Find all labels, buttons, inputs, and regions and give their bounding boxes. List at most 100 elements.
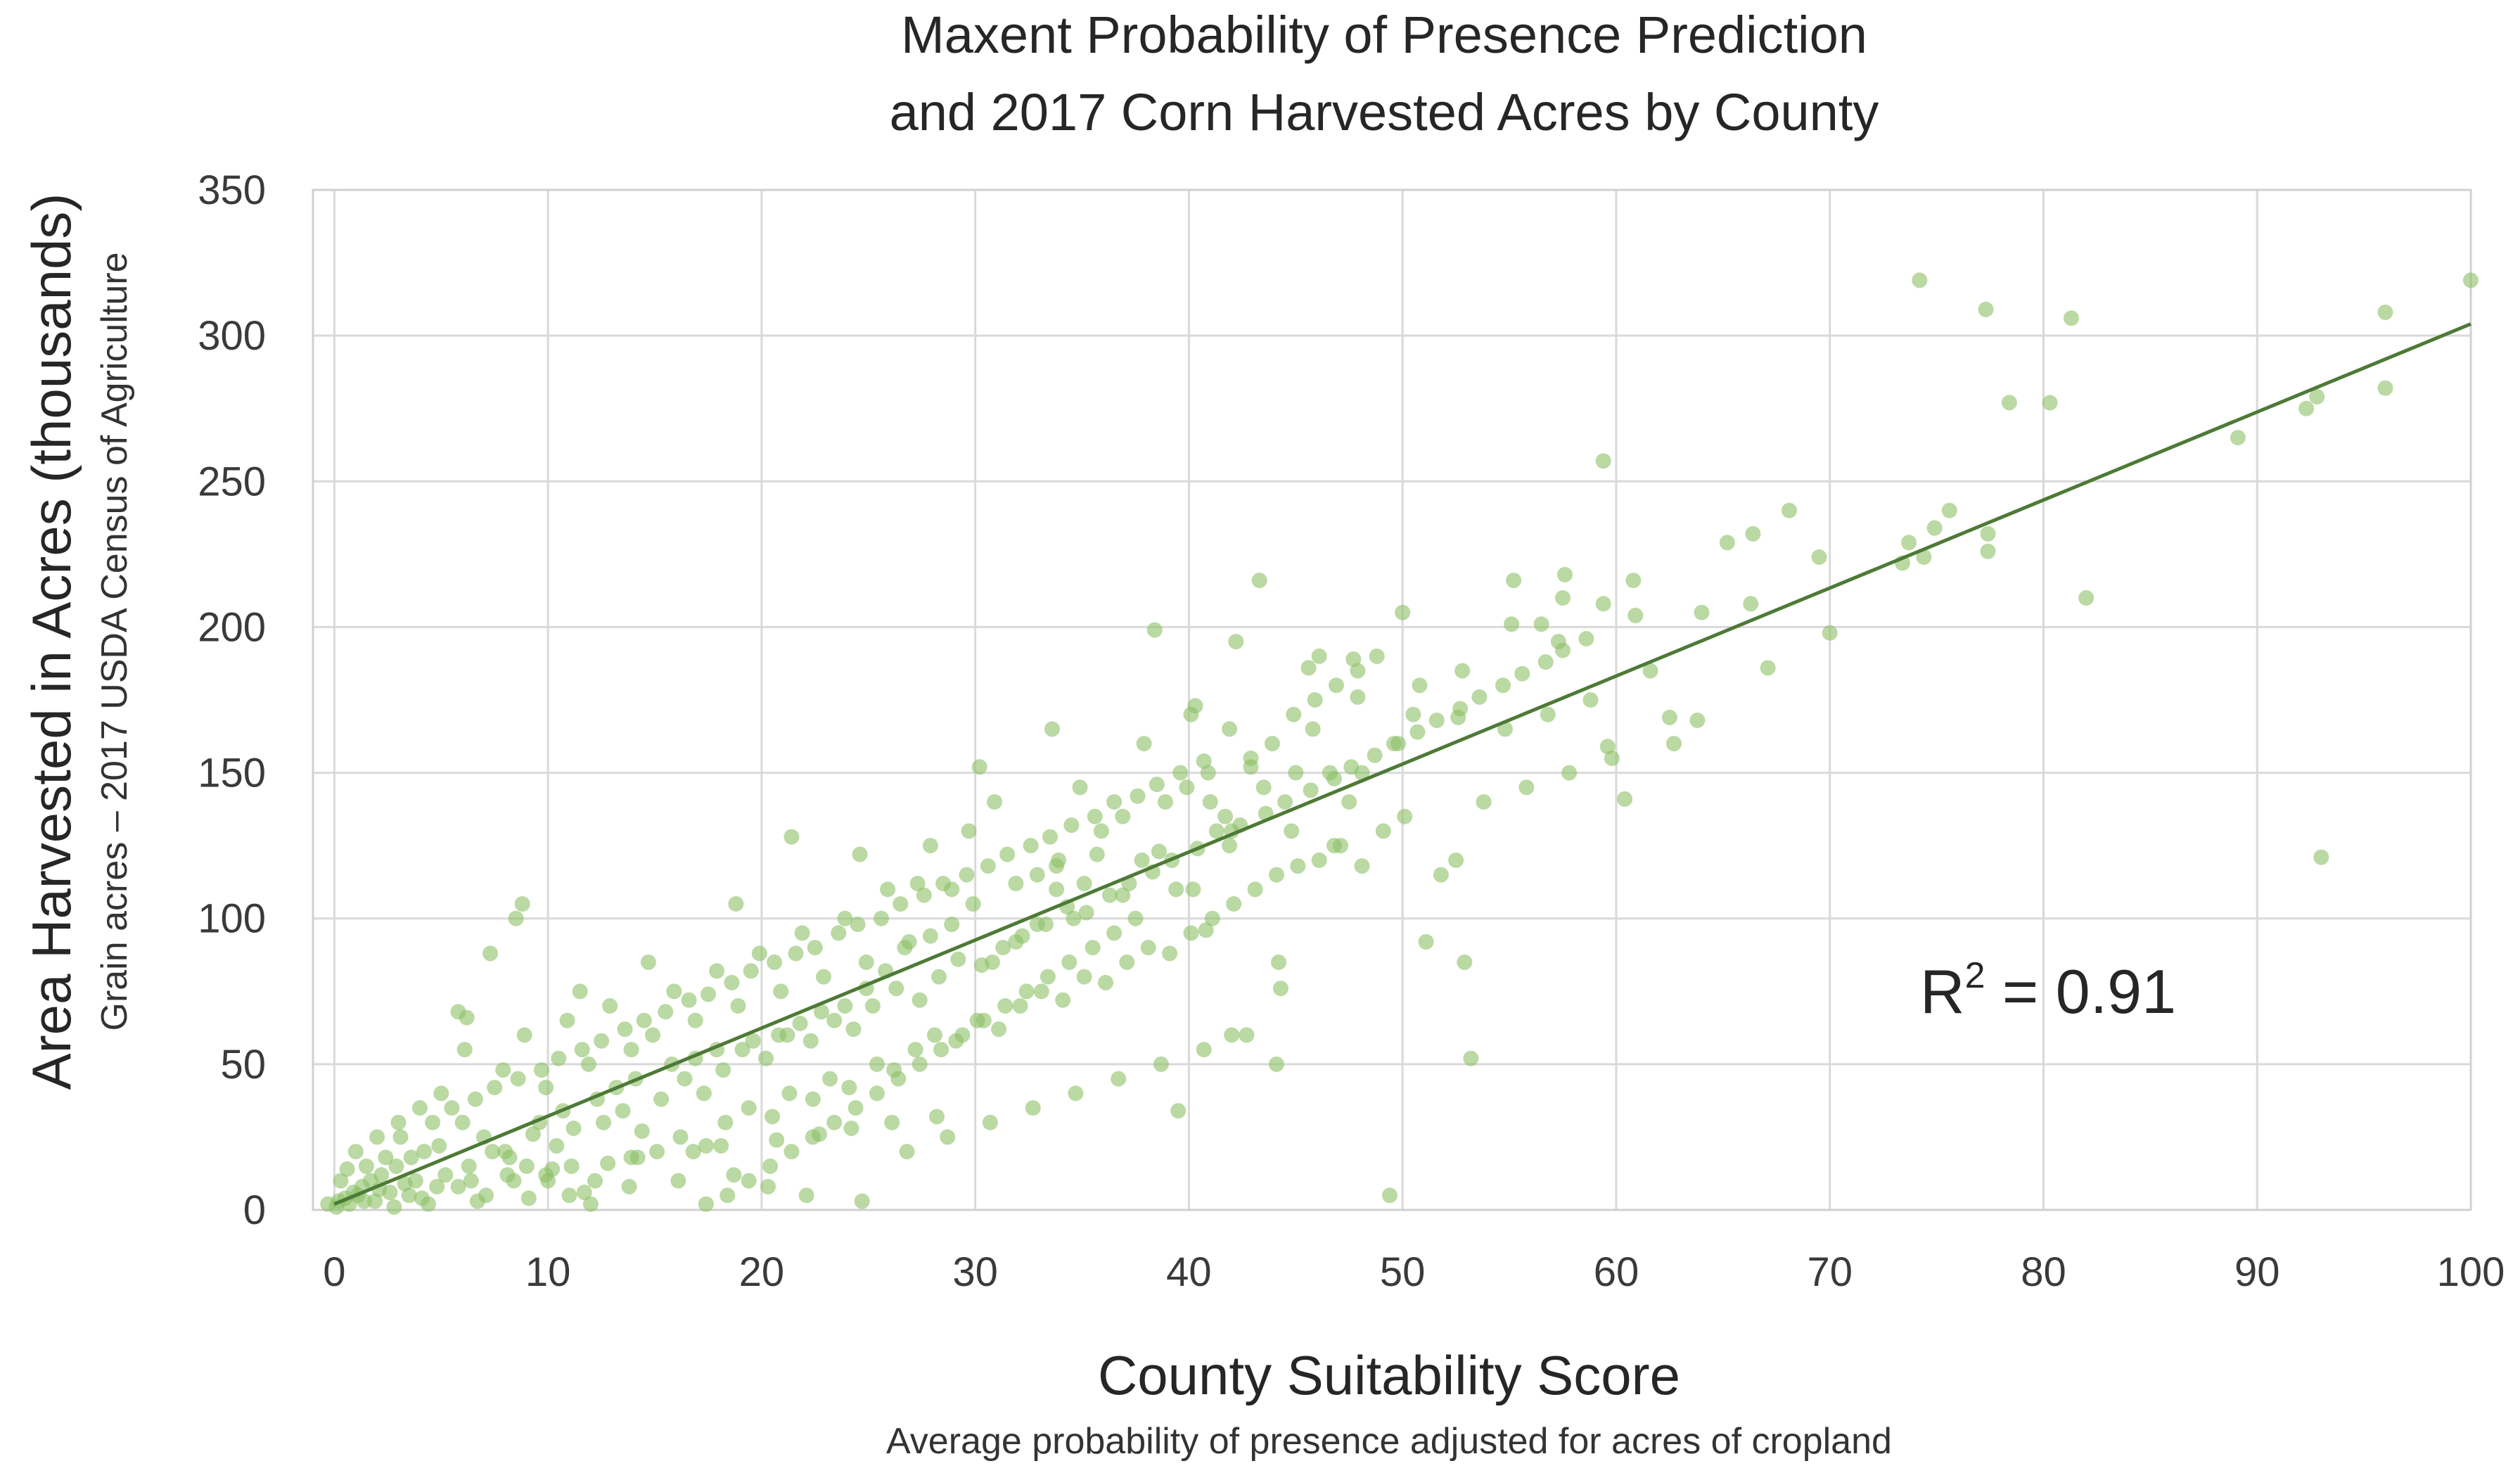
data-point [525, 1126, 541, 1142]
data-point [1168, 881, 1184, 898]
data-point [798, 1187, 814, 1204]
data-point [1025, 1100, 1041, 1116]
data-point [762, 1158, 779, 1174]
data-point [1200, 765, 1216, 781]
data-point [1023, 838, 1039, 854]
data-point [403, 1149, 419, 1166]
data-point [1146, 622, 1163, 638]
data-point [520, 1190, 537, 1206]
data-point [1204, 910, 1220, 926]
data-point [347, 1144, 364, 1160]
data-point [965, 896, 981, 912]
data-point [677, 1071, 693, 1087]
data-point [1433, 867, 1449, 883]
data-point [1149, 777, 1165, 793]
x-tick-label: 0 [323, 1249, 345, 1295]
data-point [1409, 724, 1426, 740]
data-point [826, 1114, 843, 1130]
data-point [1226, 896, 1242, 912]
data-point [912, 1056, 928, 1072]
data-point [1140, 940, 1156, 956]
data-point [884, 1114, 900, 1130]
data-point [456, 1042, 473, 1058]
data-point [369, 1129, 385, 1145]
data-point [450, 1178, 466, 1194]
data-point [1290, 858, 1306, 874]
data-point [805, 1129, 821, 1145]
data-point [899, 1144, 915, 1160]
data-point [933, 1042, 949, 1058]
data-point [1247, 881, 1263, 898]
data-point [467, 1091, 483, 1107]
data-point [1102, 887, 1118, 903]
x-tick-label: 100 [2437, 1249, 2505, 1295]
data-point [1978, 301, 1994, 317]
data-point [709, 963, 725, 979]
data-point [1578, 631, 1594, 646]
data-point [1228, 634, 1244, 650]
x-tick-label: 30 [952, 1249, 998, 1295]
data-point [1051, 852, 1067, 868]
data-point [997, 998, 1013, 1014]
data-point [1916, 549, 1932, 565]
data-point [421, 1196, 436, 1212]
data-point [805, 1091, 821, 1107]
data-point [1452, 701, 1469, 717]
data-point [1217, 808, 1234, 824]
r-squared-value: = 0.91 [1985, 957, 2176, 1026]
data-point [950, 951, 966, 967]
data-point [701, 986, 716, 1002]
data-point [1341, 794, 1357, 810]
x-tick-label: 70 [1807, 1249, 1853, 1295]
data-point [1555, 642, 1571, 658]
data-point [1224, 1027, 1240, 1043]
data-point [1448, 852, 1464, 868]
data-point [987, 794, 1002, 810]
data-point [792, 1015, 808, 1031]
data-point [1454, 663, 1471, 679]
data-point [392, 1129, 409, 1145]
data-point [1504, 616, 1520, 632]
data-point [1689, 713, 1706, 728]
data-point [1198, 922, 1214, 938]
data-point [580, 1056, 596, 1072]
data-point [745, 1033, 761, 1049]
data-point [1782, 502, 1797, 518]
data-point [760, 1178, 776, 1194]
data-point [411, 1100, 428, 1116]
data-point [837, 998, 853, 1014]
data-point [499, 1167, 516, 1183]
data-point [1196, 753, 1212, 769]
data-point [758, 1050, 774, 1066]
data-point [1179, 779, 1195, 796]
data-point [713, 1137, 729, 1154]
data-point [1277, 794, 1293, 810]
data-point [837, 910, 853, 926]
data-point [890, 1071, 907, 1087]
data-point [1158, 794, 1173, 810]
data-point [783, 1144, 800, 1160]
data-point [1239, 1027, 1255, 1043]
data-point [640, 954, 656, 970]
data-point [954, 1027, 971, 1043]
data-point [698, 1137, 714, 1154]
data-point [773, 983, 789, 1000]
data-point [1183, 706, 1199, 722]
data-point [388, 1158, 404, 1174]
data-point [1196, 1042, 1212, 1058]
data-point [826, 1012, 843, 1028]
data-point [559, 1012, 575, 1028]
data-point [1087, 808, 1103, 824]
data-point [358, 1158, 374, 1174]
data-point [1222, 838, 1238, 854]
data-point [1115, 808, 1131, 824]
data-point [940, 1129, 956, 1145]
data-point [893, 896, 909, 912]
x-tick-label: 60 [1594, 1249, 1639, 1295]
data-point [858, 954, 874, 970]
data-point [741, 1100, 757, 1116]
y-tick-label: 100 [198, 896, 266, 942]
data-point [779, 1027, 795, 1043]
data-point [576, 1185, 592, 1201]
data-point [1617, 791, 1633, 807]
